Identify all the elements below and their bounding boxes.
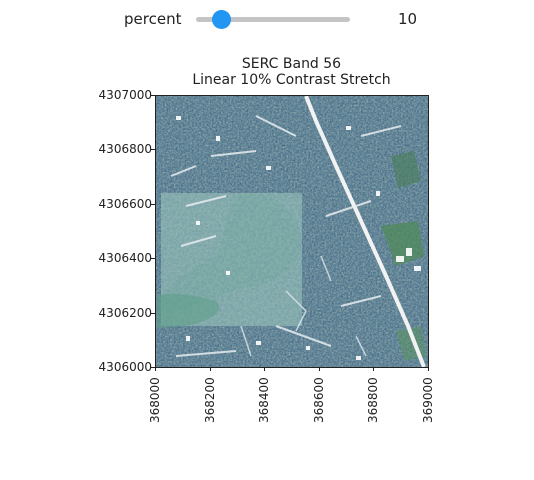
y-tick-mark	[151, 149, 155, 151]
plot-title-line-2: Linear 10% Contrast Stretch	[192, 72, 391, 88]
raster-paths	[240, 255, 367, 357]
percent-slider-widget: percent 10	[0, 0, 534, 40]
plot-title-line-1: SERC Band 56	[241, 56, 342, 72]
y-tick-mark	[151, 367, 155, 368]
y-tick-mark	[151, 312, 155, 314]
raster-main-road	[304, 96, 426, 367]
x-tick-mark	[373, 367, 375, 371]
raster-field-upper-right	[391, 151, 421, 188]
y-tick-label: 4307000	[98, 88, 152, 102]
x-tick-mark	[209, 367, 211, 371]
x-tick-mark	[318, 367, 320, 371]
raster-image	[156, 96, 428, 367]
y-tick-label: 4306000	[98, 360, 152, 374]
y-tick-label: 4306200	[98, 305, 152, 320]
x-tick-mark	[155, 367, 156, 371]
slider-readout: 10	[398, 10, 418, 28]
x-tick-label: 368400	[257, 377, 272, 423]
x-tick-mark	[428, 367, 429, 371]
y-tick-mark	[151, 95, 155, 96]
raster-streets	[170, 115, 402, 357]
x-tick-label: 368800	[366, 377, 381, 423]
raster-rooftops	[176, 116, 421, 360]
y-tick-mark	[151, 258, 155, 260]
raster-field-left	[156, 293, 220, 328]
slider-track[interactable]	[196, 17, 350, 22]
raster-clearing-texture	[161, 193, 302, 326]
x-tick-label: 368600	[311, 377, 326, 423]
x-tick-label: 368000	[148, 377, 162, 423]
slider-label: percent	[124, 10, 182, 28]
raster-field-right	[381, 221, 424, 266]
raster-image-frame	[155, 95, 429, 368]
y-tick-label: 4306600	[98, 196, 152, 211]
x-tick-mark	[264, 367, 266, 371]
y-tick-mark	[151, 203, 155, 205]
slider-thumb[interactable]	[211, 10, 231, 29]
y-tick-label: 4306400	[98, 251, 152, 266]
x-tick-label: 369000	[421, 377, 435, 423]
x-tick-label: 368200	[202, 377, 217, 423]
y-tick-label: 4306800	[98, 142, 152, 157]
